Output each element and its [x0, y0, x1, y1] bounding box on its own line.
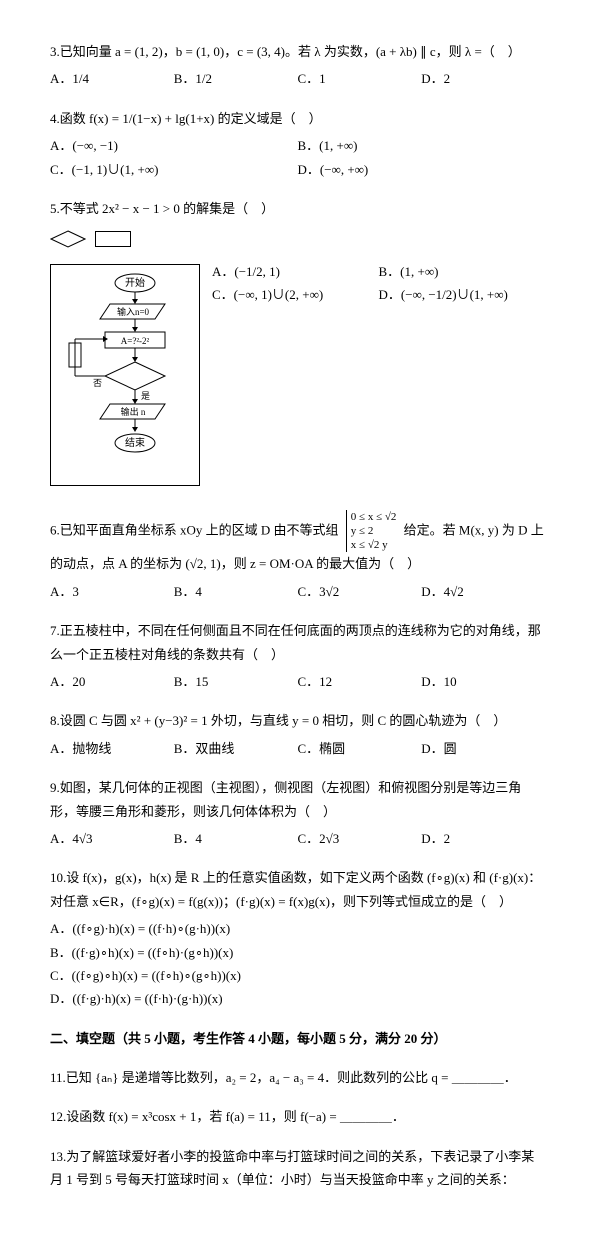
question-13: 13.为了解篮球爱好者小李的投篮命中率与打篮球时间之间的关系，下表记录了小李某月… — [50, 1145, 545, 1192]
q4-stem: 4.函数 f(x) = 1/(1−x) + lg(1+x) 的定义域是（ ） — [50, 107, 545, 130]
diamond-icon — [50, 230, 86, 248]
q6-opt-b: B．4 — [174, 580, 298, 603]
question-9: 9.如图，某几何体的正视图（主视图），侧视图（左视图）和俯视图分别是等边三角形，… — [50, 776, 545, 850]
q3-opt-d: D．2 — [421, 67, 545, 90]
question-10: 10.设 f(x)，g(x)，h(x) 是 R 上的任意实值函数，如下定义两个函… — [50, 866, 545, 1010]
q9-opt-b: B．4 — [174, 827, 298, 850]
q4-options: A．(−∞, −1) B．(1, +∞) C．(−1, 1)∪(1, +∞) D… — [50, 134, 545, 181]
q4-opt-d: D．(−∞, +∞) — [298, 158, 546, 181]
q10-options: A．((f∘g)·h)(x) = ((f·h)∘(g·h))(x) B．((f·… — [50, 917, 545, 1011]
question-5: 5.不等式 2x² − x − 1 > 0 的解集是（ ） 开始 输入n=0 A… — [50, 197, 545, 494]
q11-stem: 11.已知 {aₙ} 是递增等比数列，a₂ = 2，a₄ − a₃ = 4．则此… — [50, 1070, 452, 1085]
q9-opt-a: A．4√3 — [50, 827, 174, 850]
q6-opt-c: C．3√2 — [298, 580, 422, 603]
flowchart-svg: 开始 输入n=0 A=?²-2² 否 是 输出 n — [55, 271, 185, 471]
q4-opt-a: A．(−∞, −1) — [50, 134, 298, 157]
q7-options: A．20 B．15 C．12 D．10 — [50, 670, 545, 693]
q5-opt-c: C．(−∞, 1)∪(2, +∞) — [212, 283, 379, 306]
q9-options: A．4√3 B．4 C．2√3 D．2 — [50, 827, 545, 850]
q3-stem: 3.已知向量 a = (1, 2)，b = (1, 0)，c = (3, 4)。… — [50, 40, 545, 63]
q7-stem: 7.正五棱柱中，不同在任何侧面且不同在任何底面的两顶点的连线称为它的对角线，那么… — [50, 619, 545, 666]
fc-process: A=?²-2² — [121, 336, 150, 346]
q9-stem: 9.如图，某几何体的正视图（主视图），侧视图（左视图）和俯视图分别是等边三角形，… — [50, 776, 545, 823]
q6-options: A．3 B．4 C．3√2 D．4√2 — [50, 580, 545, 603]
question-12: 12.设函数 f(x) = x³cosx + 1，若 f(a) = 11，则 f… — [50, 1105, 545, 1128]
q7-opt-a: A．20 — [50, 670, 174, 693]
fc-start: 开始 — [125, 276, 145, 289]
shape-legend — [50, 226, 545, 249]
q3-opt-b: B．1/2 — [174, 67, 298, 90]
q5-options: A．(−1/2, 1) B．(1, +∞) C．(−∞, 1)∪(2, +∞) … — [212, 260, 545, 307]
q8-opt-c: C．椭圆 — [298, 737, 422, 760]
q10-opt-c: C．((f∘g)∘h)(x) = ((f∘h)∘(g∘h))(x) — [50, 964, 545, 987]
section-2-title: 二、填空题（共 5 小题，考生作答 4 小题，每小题 5 分，满分 20 分） — [50, 1031, 447, 1046]
q4-opt-b: B．(1, +∞) — [298, 134, 546, 157]
flowchart: 开始 输入n=0 A=?²-2² 否 是 输出 n — [50, 264, 200, 486]
q11-blank: ＿＿＿＿． — [452, 1070, 517, 1085]
q8-opt-d: D．圆 — [421, 737, 545, 760]
question-6: 6.已知平面直角坐标系 xOy 上的区域 D 由不等式组 0 ≤ x ≤ √2 … — [50, 510, 545, 604]
question-3: 3.已知向量 a = (1, 2)，b = (1, 0)，c = (3, 4)。… — [50, 40, 545, 91]
q8-stem: 8.设圆 C 与圆 x² + (y−3)² = 1 外切，与直线 y = 0 相… — [50, 709, 545, 732]
question-4: 4.函数 f(x) = 1/(1−x) + lg(1+x) 的定义域是（ ） A… — [50, 107, 545, 181]
fc-yes: 是 — [141, 391, 150, 401]
q7-opt-d: D．10 — [421, 670, 545, 693]
q5-stem: 5.不等式 2x² − x − 1 > 0 的解集是（ ） — [50, 197, 545, 220]
q5-opt-a: A．(−1/2, 1) — [212, 260, 379, 283]
q8-options: A．抛物线 B．双曲线 C．椭圆 D．圆 — [50, 737, 545, 760]
q8-opt-b: B．双曲线 — [174, 737, 298, 760]
q12-blank: ＿＿＿＿． — [340, 1109, 405, 1124]
q3-opt-a: A．1/4 — [50, 67, 174, 90]
q6-constraints: 0 ≤ x ≤ √2 y ≤ 2 x ≤ √2 y — [346, 510, 397, 553]
question-7: 7.正五棱柱中，不同在任何侧面且不同在任何底面的两顶点的连线称为它的对角线，那么… — [50, 619, 545, 693]
q9-opt-c: C．2√3 — [298, 827, 422, 850]
q5-opt-d: D．(−∞, −1/2)∪(1, +∞) — [379, 283, 546, 306]
question-8: 8.设圆 C 与圆 x² + (y−3)² = 1 外切，与直线 y = 0 相… — [50, 709, 545, 760]
q10-stem: 10.设 f(x)，g(x)，h(x) 是 R 上的任意实值函数，如下定义两个函… — [50, 866, 545, 913]
fc-end: 结束 — [125, 436, 145, 449]
q6-opt-d: D．4√2 — [421, 580, 545, 603]
q13-stem: 13.为了解篮球爱好者小李的投篮命中率与打篮球时间之间的关系，下表记录了小李某月… — [50, 1145, 545, 1192]
q3-options: A．1/4 B．1/2 C．1 D．2 — [50, 67, 545, 90]
q8-opt-a: A．抛物线 — [50, 737, 174, 760]
rect-icon — [95, 231, 131, 247]
q10-opt-a: A．((f∘g)·h)(x) = ((f·h)∘(g·h))(x) — [50, 917, 545, 940]
q6-opt-a: A．3 — [50, 580, 174, 603]
q4-opt-c: C．(−1, 1)∪(1, +∞) — [50, 158, 298, 181]
q9-opt-d: D．2 — [421, 827, 545, 850]
q7-opt-b: B．15 — [174, 670, 298, 693]
fc-input: 输入n=0 — [117, 306, 150, 317]
q6-stem1: 6.已知平面直角坐标系 xOy 上的区域 D 由不等式组 — [50, 522, 339, 537]
q10-opt-b: B．((f·g)∘h)(x) = ((f∘h)·(g∘h))(x) — [50, 941, 545, 964]
q12-stem: 12.设函数 f(x) = x³cosx + 1，若 f(a) = 11，则 f… — [50, 1109, 340, 1124]
question-11: 11.已知 {aₙ} 是递增等比数列，a₂ = 2，a₄ − a₃ = 4．则此… — [50, 1066, 545, 1089]
q7-opt-c: C．12 — [298, 670, 422, 693]
section-2-header: 二、填空题（共 5 小题，考生作答 4 小题，每小题 5 分，满分 20 分） — [50, 1027, 545, 1050]
q5-opt-b: B．(1, +∞) — [379, 260, 546, 283]
q10-opt-d: D．((f·g)·h)(x) = ((f·h)·(g·h))(x) — [50, 987, 545, 1010]
q3-opt-c: C．1 — [298, 67, 422, 90]
fc-output: 输出 n — [121, 406, 146, 417]
fc-no: 否 — [93, 378, 102, 388]
